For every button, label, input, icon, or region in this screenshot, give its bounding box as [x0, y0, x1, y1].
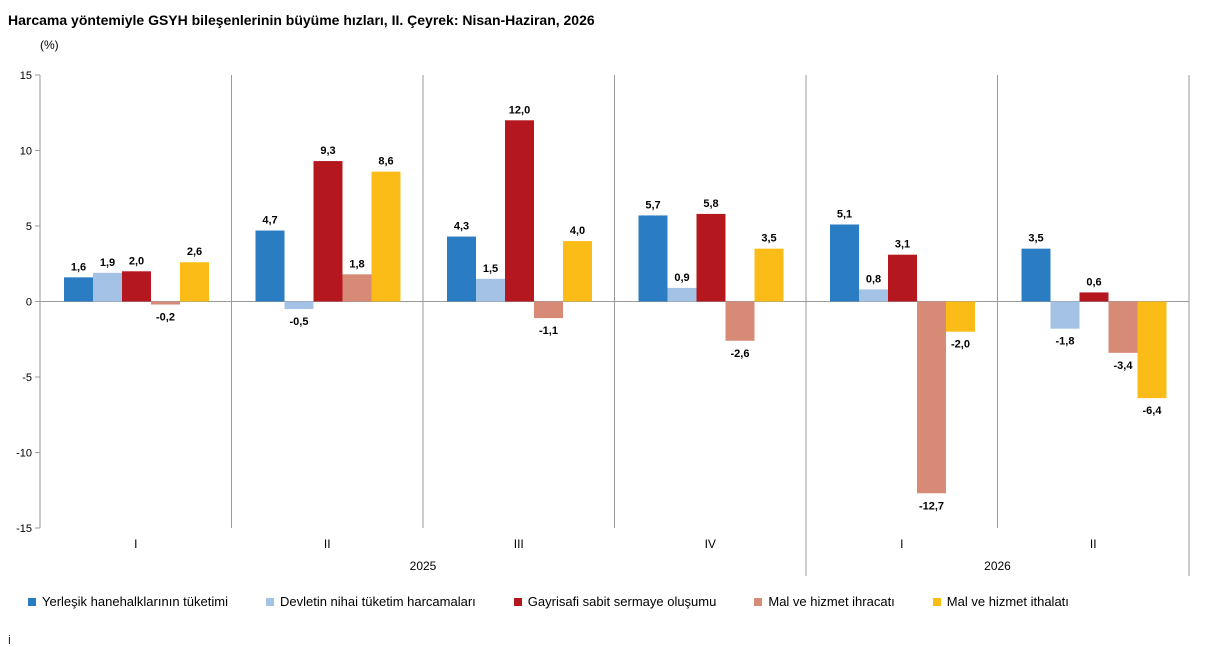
legend-label: Mal ve hizmet ihracatı	[768, 594, 895, 609]
legend-item: Yerleşik hanehalklarının tüketimi	[28, 594, 228, 609]
data-label: 1,9	[100, 257, 115, 269]
category-label: II	[324, 537, 331, 551]
bar	[534, 301, 563, 319]
legend-label: Gayrisafi sabit sermaye oluşumu	[527, 594, 717, 609]
bar	[888, 254, 917, 302]
bar	[696, 213, 726, 302]
legend-label: Devletin nihai tüketim harcamaları	[279, 594, 476, 609]
legend-swatch	[28, 597, 36, 606]
bar	[638, 215, 668, 302]
data-label: -0,2	[156, 312, 175, 324]
bar	[754, 248, 784, 302]
data-label: 0,9	[674, 272, 689, 284]
data-label: 9,3	[320, 145, 335, 157]
data-label: 3,1	[895, 239, 910, 251]
year-label: 2026	[984, 559, 1011, 573]
bar	[725, 301, 755, 341]
data-label: 8,6	[378, 156, 393, 168]
data-label: 12,0	[509, 104, 530, 116]
y-tick-label: 5	[26, 221, 32, 233]
bar	[93, 272, 122, 302]
y-tick-label: 0	[26, 297, 32, 309]
data-label: -6,4	[1143, 405, 1163, 417]
bar	[476, 278, 505, 302]
category-label: II	[1090, 537, 1097, 551]
legend-item: Gayrisafi sabit sermaye oluşumu	[513, 594, 717, 609]
data-label: 4,3	[454, 221, 469, 233]
legend-swatch	[513, 597, 522, 606]
category-label: III	[514, 537, 524, 551]
bar	[1137, 301, 1167, 399]
y-tick-label: 15	[20, 70, 32, 82]
legend-swatch	[265, 597, 274, 606]
legend: Yerleşik hanehalklarının tüketimi Devleti…	[28, 594, 1107, 609]
bar	[313, 161, 343, 302]
y-tick-label: 10	[20, 146, 32, 158]
year-label: 2025	[410, 559, 437, 573]
bar-chart: 15 10 5 0 -5 -10 -15 1,6 4,7 4,3 5,7 5,1 3,5 1,9 -0,5 1…	[16, 70, 1190, 576]
data-label: 2,6	[187, 246, 202, 258]
data-label: 5,8	[703, 198, 718, 210]
data-label: 1,5	[483, 263, 498, 275]
legend-item: Mal ve hizmet ihracatı	[754, 594, 895, 609]
data-label: 5,7	[645, 199, 660, 211]
bar	[667, 287, 697, 302]
legend-swatch	[754, 597, 763, 606]
y-tick-label: -10	[16, 448, 32, 460]
bar	[64, 277, 93, 302]
data-label: 1,8	[349, 258, 364, 270]
bar	[505, 120, 534, 302]
legend-label: Mal ve hizmet ithalatı	[946, 594, 1069, 609]
chart-title: Harcama yöntemiyle GSYH bileşenlerinin b…	[8, 12, 595, 28]
bar	[1108, 301, 1138, 353]
bar	[830, 224, 859, 302]
legend-item: Devletin nihai tüketim harcamaları	[265, 594, 476, 609]
bar	[447, 236, 476, 302]
bar	[563, 241, 592, 302]
bar	[859, 289, 888, 302]
unit-label: (%)	[40, 38, 59, 52]
data-label: 3,5	[1028, 233, 1043, 245]
data-label: 4,0	[570, 225, 585, 237]
data-label: -3,4	[1114, 360, 1134, 372]
bar	[122, 271, 151, 302]
bar	[180, 262, 209, 302]
bar	[917, 301, 946, 494]
legend-item: Mal ve hizmet ithalatı	[932, 594, 1069, 609]
legend-swatch	[932, 597, 941, 606]
bar	[342, 274, 372, 302]
data-label: 3,5	[761, 233, 776, 245]
data-label: 0,6	[1086, 276, 1101, 288]
category-label: IV	[705, 537, 716, 551]
data-label: 2,0	[129, 255, 144, 267]
bar	[255, 230, 285, 302]
data-label: -2,0	[951, 339, 970, 351]
y-tick-label: -5	[22, 372, 32, 384]
category-label: I	[134, 537, 137, 551]
legend-label: Yerleşik hanehalklarının tüketimi	[42, 594, 228, 609]
data-label: -2,6	[731, 348, 750, 360]
footer-mark: İ	[8, 636, 11, 647]
data-label: -0,5	[290, 316, 309, 328]
data-label: -1,1	[539, 325, 558, 337]
data-label: 0,8	[866, 273, 881, 285]
bar	[284, 301, 314, 310]
bar	[1079, 292, 1109, 302]
data-label: 5,1	[837, 208, 852, 220]
data-label: -1,8	[1056, 336, 1075, 348]
y-tick-label: -15	[16, 523, 32, 535]
bar	[1021, 248, 1051, 302]
data-label: -12,7	[919, 500, 944, 512]
data-label: 1,6	[71, 261, 86, 273]
bar	[151, 301, 180, 305]
bar	[946, 301, 975, 332]
data-label: 4,7	[262, 215, 277, 227]
category-label: I	[900, 537, 903, 551]
bar	[1050, 301, 1080, 329]
bar	[371, 171, 401, 302]
